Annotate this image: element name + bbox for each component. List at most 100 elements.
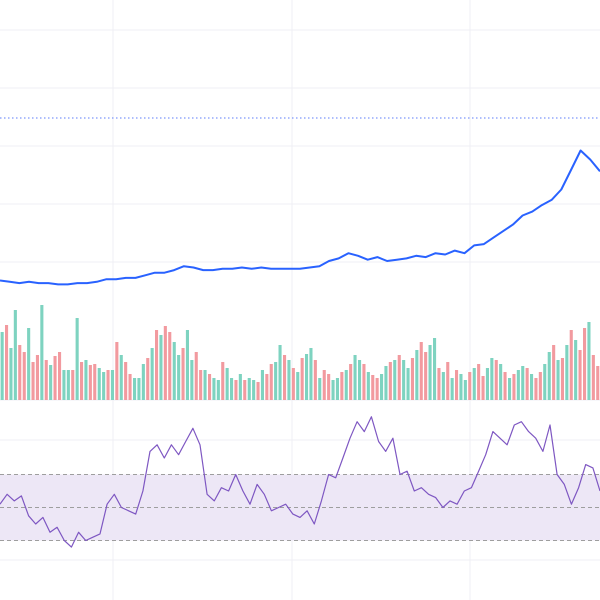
volume-bar-30 [133,378,137,400]
volume-bar-86 [380,374,384,400]
volume-bar-52 [230,378,234,400]
volume-bar-31 [137,378,141,400]
volume-bar-70 [309,348,313,400]
volume-bar-94 [415,350,419,400]
volume-bar-78 [344,370,348,400]
volume-bar-3 [13,310,17,400]
volume-bar-63 [278,345,282,400]
volume-bar-72 [318,378,322,400]
volume-bar-77 [340,372,344,400]
volume-bar-4 [18,345,22,400]
volume-bar-67 [296,372,300,400]
volume-bar-89 [393,360,397,400]
volume-pane [0,305,600,400]
volume-bar-81 [358,360,362,400]
volume-bar-1 [5,325,9,400]
rsi-band [0,474,600,541]
volume-bar-73 [322,370,326,400]
volume-bar-112 [494,360,498,400]
volume-bar-120 [530,374,534,400]
rsi-line [0,416,600,548]
volume-bar-22 [97,368,101,400]
volume-bar-126 [556,360,560,400]
volume-bar-10 [44,360,48,400]
volume-bar-5 [22,352,26,400]
volume-bar-58 [256,382,260,400]
volume-bar-123 [543,364,547,400]
volume-bar-130 [574,340,578,400]
volume-bar-11 [49,365,53,400]
volume-bar-12 [53,356,57,400]
volume-bar-48 [212,378,216,400]
volume-bar-28 [124,362,128,400]
volume-bar-15 [66,370,70,400]
volume-bar-134 [591,355,595,400]
volume-bar-109 [481,376,485,400]
volume-bar-99 [437,368,441,400]
volume-bar-118 [521,366,525,400]
volume-bar-128 [565,345,569,400]
volume-bar-105 [463,380,467,400]
volume-bar-92 [406,368,410,400]
volume-bar-61 [269,364,273,400]
volume-bar-19 [84,360,88,400]
volume-bar-55 [243,380,247,400]
volume-bar-45 [199,370,203,400]
volume-bar-32 [141,364,145,400]
volume-bar-106 [468,372,472,400]
volume-bar-110 [485,368,489,400]
volume-bar-117 [516,370,520,400]
volume-bar-88 [388,362,392,400]
volume-bar-124 [547,352,551,400]
volume-bar-93 [410,358,414,400]
volume-bar-125 [552,345,556,400]
volume-bar-76 [335,378,339,400]
volume-bar-90 [397,355,401,400]
volume-bar-135 [596,366,600,400]
volume-bar-21 [93,364,97,400]
volume-bar-121 [534,378,538,400]
volume-bar-13 [58,352,62,400]
volume-bar-20 [88,365,92,400]
rsi-pane [0,416,600,548]
volume-bar-103 [455,370,459,400]
volume-bar-108 [477,364,481,400]
volume-bar-68 [300,358,304,400]
volume-bar-131 [578,350,582,400]
volume-bar-122 [538,372,542,400]
volume-bar-65 [287,360,291,400]
volume-bar-97 [428,345,432,400]
volume-bar-24 [106,370,110,400]
volume-bar-8 [35,355,39,400]
volume-bar-116 [512,374,516,400]
volume-bar-66 [291,368,295,400]
volume-bar-54 [238,374,242,400]
volume-bar-37 [163,326,167,400]
volume-bar-91 [402,360,406,400]
volume-bar-127 [560,358,564,400]
volume-bar-119 [525,368,529,400]
volume-bar-39 [172,342,176,400]
volume-bar-47 [208,374,212,400]
volume-bar-111 [490,358,494,400]
volume-bar-33 [146,358,150,400]
volume-bar-132 [583,328,587,400]
volume-bar-17 [75,318,79,400]
volume-bar-44 [194,352,198,400]
volume-bar-41 [181,348,185,400]
volume-bar-95 [419,342,423,400]
volume-bar-104 [459,374,463,400]
volume-bar-29 [128,374,132,400]
volume-bar-2 [9,348,13,400]
volume-bar-25 [110,370,114,400]
volume-bar-85 [375,378,379,400]
volume-bar-59 [260,370,264,400]
volume-bar-9 [40,305,44,400]
volume-bar-102 [450,378,454,400]
volume-bar-27 [119,355,123,400]
volume-bar-83 [366,372,370,400]
volume-bar-26 [115,342,119,400]
volume-bar-113 [499,364,503,400]
